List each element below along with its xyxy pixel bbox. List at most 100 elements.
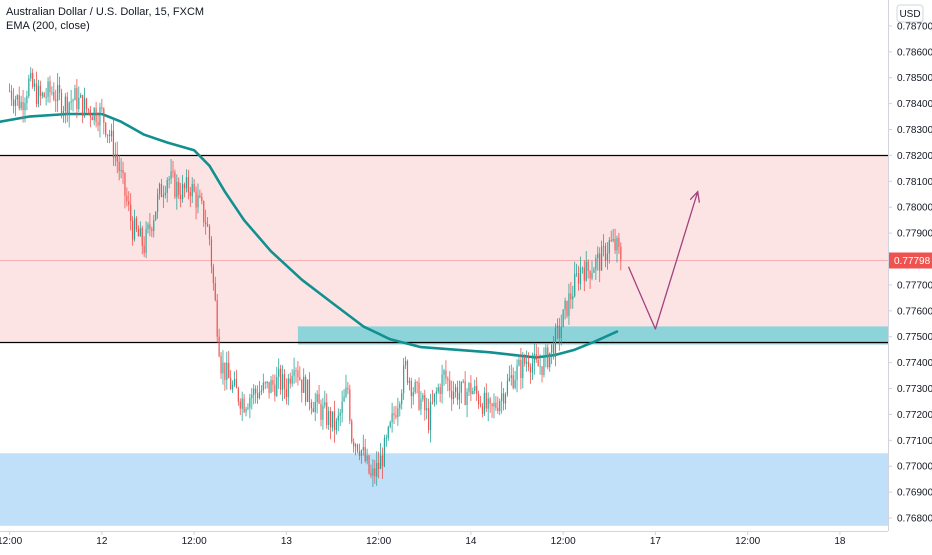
candle[interactable] (126, 187, 128, 207)
candle[interactable] (118, 155, 120, 181)
candle[interactable] (272, 374, 274, 392)
candle[interactable] (456, 380, 459, 405)
candle[interactable] (306, 379, 309, 403)
symbol-title[interactable]: Australian Dollar / U.S. Dollar, 15, FXC… (6, 6, 205, 18)
candle[interactable] (295, 367, 297, 383)
candle[interactable] (314, 392, 316, 422)
candle[interactable] (383, 434, 386, 468)
candle[interactable] (70, 89, 72, 111)
candle[interactable] (416, 381, 418, 394)
candle[interactable] (274, 374, 276, 402)
candle[interactable] (408, 377, 410, 391)
candle[interactable] (328, 406, 330, 431)
candle[interactable] (497, 396, 499, 414)
candle[interactable] (587, 259, 589, 279)
candle[interactable] (135, 216, 138, 232)
candle[interactable] (64, 93, 66, 124)
candle[interactable] (241, 391, 243, 421)
candle[interactable] (531, 352, 534, 380)
candle[interactable] (62, 105, 65, 123)
candle[interactable] (107, 134, 109, 143)
candle[interactable] (174, 169, 176, 199)
demand-box-zone[interactable] (297, 326, 888, 345)
candle[interactable] (85, 97, 88, 113)
candle[interactable] (206, 217, 209, 227)
candle[interactable] (197, 183, 199, 214)
candle[interactable] (581, 266, 583, 274)
candle[interactable] (495, 396, 497, 411)
candle[interactable] (268, 381, 270, 399)
candle[interactable] (78, 86, 80, 113)
candle[interactable] (195, 186, 197, 220)
candle[interactable] (110, 123, 113, 142)
candle[interactable] (324, 390, 326, 409)
candle[interactable] (203, 200, 205, 227)
candle[interactable] (397, 397, 399, 426)
candle[interactable] (349, 384, 351, 425)
candle[interactable] (433, 393, 435, 407)
candle[interactable] (458, 380, 460, 410)
candle[interactable] (30, 67, 32, 82)
candle[interactable] (453, 381, 455, 405)
candle[interactable] (133, 209, 136, 242)
candle[interactable] (189, 186, 191, 207)
candle[interactable] (466, 388, 468, 418)
candle[interactable] (182, 174, 184, 203)
candle[interactable] (468, 381, 470, 397)
candle[interactable] (145, 221, 147, 259)
candle[interactable] (270, 375, 272, 394)
candle[interactable] (108, 129, 111, 144)
candle[interactable] (331, 411, 334, 432)
candle[interactable] (529, 363, 532, 384)
candle[interactable] (431, 389, 434, 405)
candle[interactable] (620, 242, 622, 271)
candle[interactable] (47, 77, 49, 103)
candle[interactable] (301, 379, 303, 403)
candle[interactable] (105, 121, 107, 138)
candle[interactable] (9, 83, 11, 93)
candle[interactable] (68, 101, 70, 128)
candle[interactable] (130, 193, 132, 231)
candle[interactable] (414, 379, 416, 395)
candle[interactable] (312, 401, 314, 413)
candle[interactable] (353, 438, 355, 453)
candle[interactable] (558, 317, 560, 351)
candle[interactable] (151, 226, 153, 238)
candle[interactable] (577, 265, 580, 291)
candle[interactable] (591, 260, 593, 281)
candle[interactable] (439, 383, 441, 403)
candle[interactable] (26, 90, 28, 111)
candle[interactable] (53, 82, 55, 102)
candle[interactable] (593, 266, 595, 273)
candle[interactable] (260, 385, 262, 396)
candle[interactable] (395, 405, 397, 420)
candle[interactable] (364, 438, 366, 463)
candle[interactable] (435, 387, 437, 405)
candle[interactable] (489, 397, 491, 413)
candle[interactable] (583, 260, 585, 292)
candle[interactable] (322, 398, 324, 430)
candle[interactable] (266, 381, 268, 389)
candle[interactable] (239, 398, 241, 416)
candle[interactable] (199, 189, 201, 199)
candle[interactable] (420, 391, 422, 415)
candle[interactable] (437, 383, 439, 394)
candle[interactable] (185, 169, 188, 193)
candle[interactable] (445, 360, 447, 385)
candle[interactable] (12, 88, 15, 114)
candle[interactable] (51, 86, 53, 96)
candle[interactable] (310, 399, 312, 415)
candle[interactable] (91, 114, 93, 121)
candle[interactable] (454, 383, 457, 398)
candle[interactable] (579, 256, 582, 290)
candle[interactable] (258, 380, 261, 400)
candle[interactable] (178, 177, 180, 200)
candle[interactable] (387, 425, 389, 441)
candle[interactable] (481, 402, 484, 418)
candle[interactable] (479, 396, 482, 408)
candle[interactable] (504, 392, 507, 410)
candle[interactable] (170, 159, 172, 184)
candle[interactable] (166, 177, 168, 203)
candle[interactable] (99, 102, 101, 138)
candle[interactable] (541, 366, 543, 383)
